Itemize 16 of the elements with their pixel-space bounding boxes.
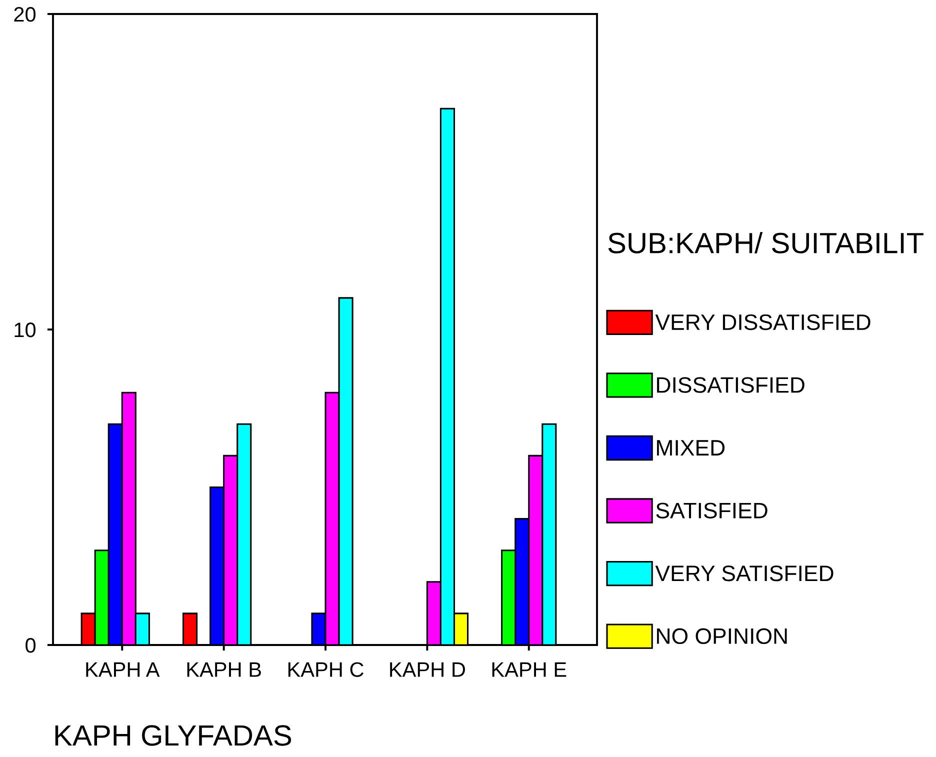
x-tick-label: KAPH E (492, 662, 566, 677)
y-tick-label: 20 (14, 7, 36, 22)
y-tick-label: 0 (26, 638, 36, 653)
legend-label: MIXED (657, 440, 725, 456)
legend-label: VERY DISSATISFIED (655, 314, 870, 330)
legend-label: DISSATISFIED (657, 377, 804, 393)
y-tick-label: 10 (14, 322, 36, 338)
legend-label: NO OPINION (657, 628, 787, 644)
legend-label: VERY SATISFIED (655, 566, 834, 582)
x-tick-label: KAPH D (390, 662, 465, 677)
x-tick-label: KAPH A (86, 662, 160, 677)
x-tick-label: KAPH B (187, 662, 261, 677)
legend-title: SUB:KAPH/ SUITABILIT (608, 232, 924, 254)
legend-label: SATISFIED (656, 502, 768, 518)
x-axis-title: KAPH GLYFADAS (55, 725, 292, 746)
x-tick-label: KAPH C (288, 662, 364, 677)
